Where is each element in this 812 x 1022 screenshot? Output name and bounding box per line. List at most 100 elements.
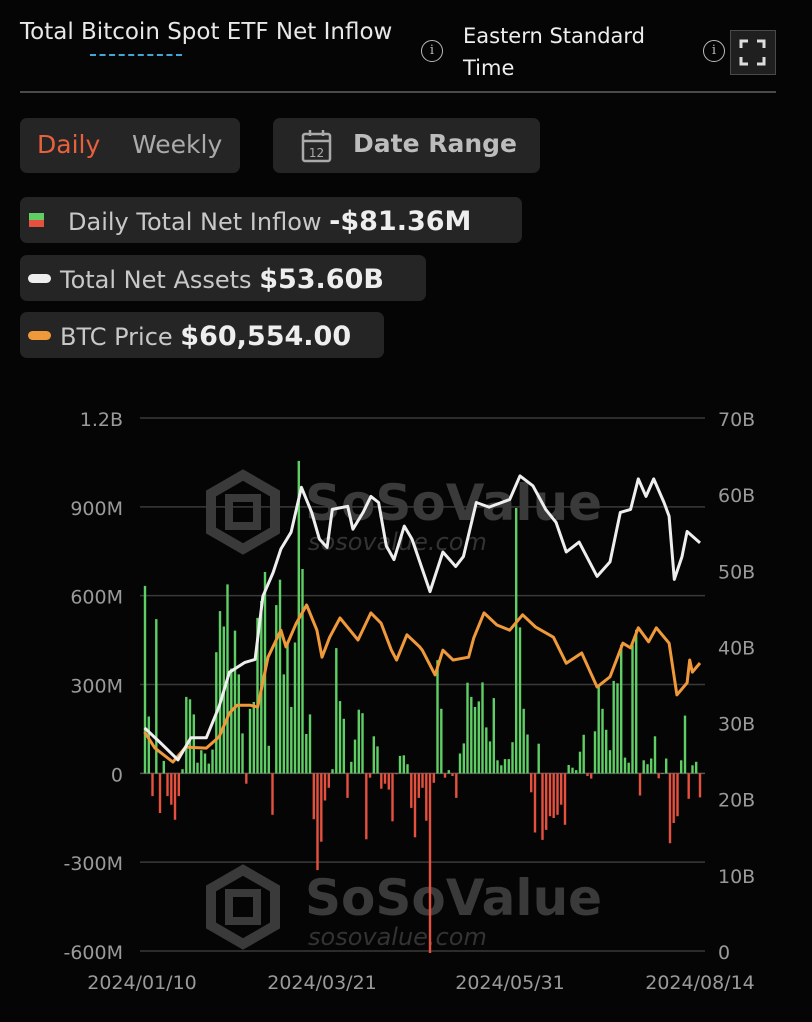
fullscreen-button[interactable] (730, 30, 776, 75)
inflow-bar (286, 641, 289, 774)
y-left-tick-label: -300M (63, 853, 123, 875)
inflow-bar (642, 760, 645, 774)
inflow-swatch-icon (29, 213, 44, 220)
outflow-bar (533, 773, 537, 833)
inflow-bar (248, 708, 252, 774)
inflow-bar (350, 761, 353, 774)
inflow-bar (252, 702, 255, 774)
btc-price-line (143, 603, 702, 764)
date-range-button[interactable]: 12 Date Range (273, 118, 540, 173)
inflow-bar (200, 750, 203, 774)
inflow-bar (593, 731, 597, 774)
inflow-bar (496, 760, 499, 774)
outflow-bar (556, 773, 559, 815)
outflow-bar (590, 773, 593, 779)
inflow-bar (646, 764, 649, 774)
info-circle-icon[interactable]: i (703, 40, 725, 62)
inflow-bar (218, 611, 222, 774)
inflow-bar (650, 758, 653, 774)
y-right-tick-label: 70B (718, 409, 755, 431)
timezone-label: Eastern Standard Time (463, 24, 646, 80)
y-right-tick-label: 40B (718, 637, 755, 659)
outflow-bar (323, 773, 327, 801)
inflow-bar (155, 619, 158, 774)
y-right-tick-label: 50B (718, 561, 755, 583)
y-left-tick-label: 0 (111, 764, 123, 786)
sosovalue-logo-icon (206, 469, 280, 555)
outflow-bar (672, 773, 675, 823)
svg-text:12: 12 (309, 146, 324, 160)
inflow-bar (353, 739, 357, 774)
sosovalue-logo-icon (225, 889, 261, 925)
title-tooltip-underline[interactable] (90, 54, 182, 56)
y-left-tick-label: 900M (70, 498, 123, 520)
outflow-bar (395, 773, 398, 775)
inflow-bar (241, 733, 244, 774)
watermark-url: sosovalue.com (308, 923, 487, 951)
inflow-bar (601, 708, 604, 774)
outflow-bar (413, 773, 417, 838)
x-tick-label: 2024/03/21 (267, 972, 377, 994)
inflow-bar (406, 764, 409, 774)
x-tick-label: 2024/05/31 (455, 972, 565, 994)
outflow-bar (410, 773, 413, 808)
legend-btc-price[interactable]: BTC Price $60,554.00 (20, 312, 384, 358)
outflow-bar (368, 773, 372, 778)
outflow-bar (657, 773, 660, 779)
tab-daily[interactable]: Daily (37, 130, 101, 159)
inflow-bar (515, 508, 518, 774)
inflow-bar (338, 701, 342, 774)
inflow-bar (680, 760, 683, 774)
outflow-bar (455, 773, 458, 798)
inflow-bar (485, 727, 488, 774)
inflow-bar (440, 708, 443, 774)
outflow-bar (451, 773, 454, 776)
watermark-brand: SoSoValue (305, 869, 602, 927)
outflow-bar (443, 773, 447, 778)
inflow-bar (627, 762, 630, 774)
outflow-bar (312, 773, 315, 820)
inflow-bar (661, 773, 664, 774)
outflow-bar (271, 773, 274, 815)
inflow-bar (211, 749, 214, 774)
legend-label: BTC Price (60, 323, 173, 351)
total-net-assets-line (143, 474, 701, 762)
inflow-bar (192, 714, 195, 774)
x-tick-label: 2024/01/10 (87, 972, 197, 994)
tab-weekly[interactable]: Weekly (132, 130, 223, 159)
inflow-bar (275, 605, 278, 774)
legend-value: $53.60B (259, 264, 384, 295)
line-swatch-icon (28, 274, 51, 283)
inflow-bar (282, 674, 285, 774)
inflow-bar (503, 759, 507, 774)
inflow-bar (567, 765, 570, 774)
info-circle-icon[interactable]: i (421, 40, 443, 62)
inflow-bar (578, 751, 582, 774)
inflow-bar (635, 629, 638, 774)
outflow-bar (638, 773, 642, 796)
inflow-bar (522, 708, 525, 774)
inflow-bar (653, 736, 657, 774)
legend-label: Daily Total Net Inflow (68, 208, 322, 236)
inflow-bar (185, 696, 188, 774)
chart-title: Total Bitcoin Spot ETF Net Inflow (20, 19, 393, 45)
outflow-bar (563, 773, 567, 825)
inflow-bar (147, 716, 150, 774)
outflow-bar (170, 773, 173, 805)
inflow-bar (162, 760, 165, 774)
outflow-swatch-icon (29, 220, 44, 227)
period-toggle: Daily Weekly (20, 118, 240, 173)
outflow-bar (432, 773, 435, 783)
inflow-bar (691, 765, 694, 774)
legend-daily-net-inflow[interactable]: Daily Total Net Inflow -$81.36M (20, 197, 522, 243)
inflow-bar (233, 630, 237, 774)
legend-total-net-assets[interactable]: Total Net Assets $53.60B (20, 255, 426, 301)
inflow-bar (305, 734, 308, 774)
outflow-bar (417, 773, 420, 798)
outflow-bar (425, 773, 428, 821)
inflow-bar (301, 569, 304, 774)
sosovalue-logo-icon (206, 864, 280, 950)
outflow-bar (421, 773, 424, 788)
date-range-label: Date Range (353, 129, 518, 158)
